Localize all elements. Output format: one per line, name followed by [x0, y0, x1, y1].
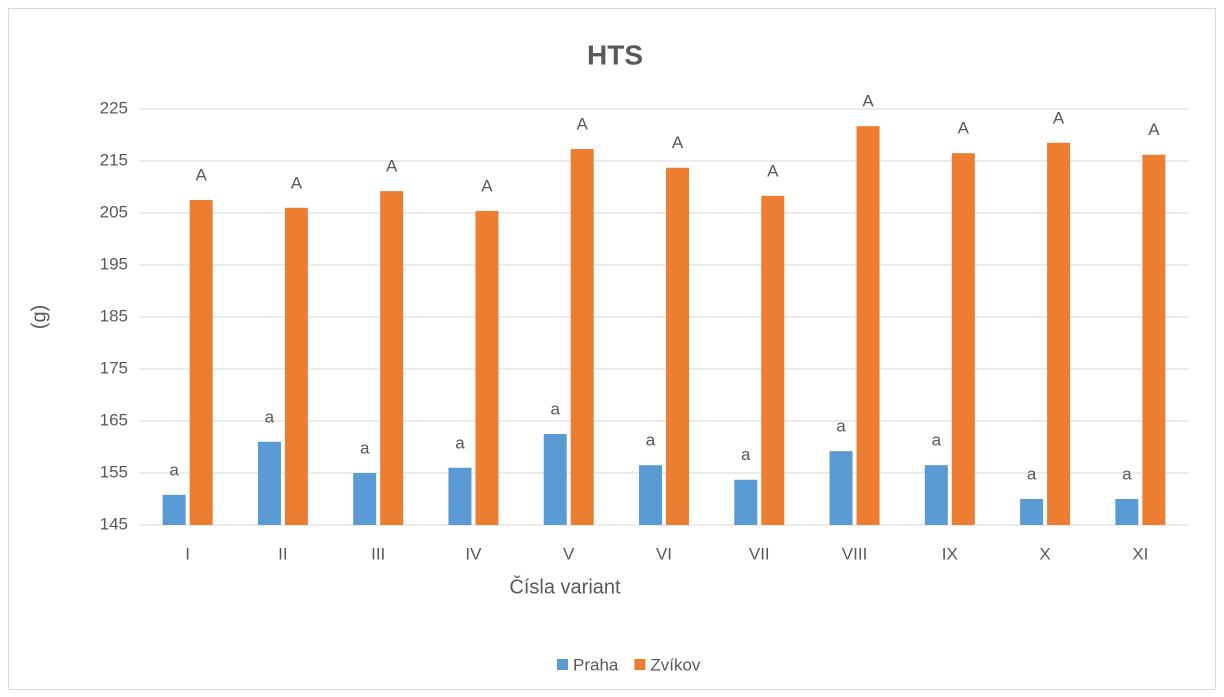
bar — [570, 149, 594, 526]
bar — [543, 434, 567, 525]
bar — [162, 494, 186, 525]
data-label: A — [386, 157, 398, 176]
x-tick-label: V — [563, 544, 575, 563]
bar — [353, 473, 377, 525]
x-tick-label: VIII — [842, 544, 868, 563]
data-label: A — [958, 119, 970, 138]
bar — [1020, 499, 1044, 525]
x-tick-label: I — [185, 544, 190, 563]
y-tick-label: 145 — [100, 514, 128, 533]
x-tick-label: III — [371, 544, 385, 563]
x-tick-label: VI — [656, 544, 672, 563]
data-label: a — [455, 433, 465, 452]
y-tick-label: 185 — [100, 306, 128, 325]
bar — [734, 479, 758, 525]
data-label: A — [1053, 108, 1065, 127]
bar — [856, 126, 880, 525]
x-tick-label: IV — [465, 544, 482, 563]
data-label: a — [932, 431, 942, 450]
bar — [951, 153, 975, 525]
data-label: A — [767, 161, 779, 180]
bar — [666, 167, 689, 525]
bar — [639, 465, 662, 525]
y-axis-label: (g) — [28, 305, 50, 329]
bar — [448, 467, 472, 525]
legend-swatch — [557, 659, 568, 670]
y-tick-label: 165 — [100, 410, 128, 429]
y-tick-label: 175 — [100, 358, 128, 377]
data-label: A — [862, 92, 874, 111]
bar — [924, 465, 948, 525]
data-label: A — [195, 165, 207, 184]
data-label: a — [1122, 464, 1132, 483]
data-label: a — [646, 431, 656, 450]
chart-title: HTS — [587, 39, 643, 70]
legend-label: Zvíkov — [650, 655, 701, 674]
bar — [1115, 499, 1139, 525]
data-label: a — [169, 460, 179, 479]
bar — [257, 441, 281, 525]
y-tick-label: 155 — [100, 462, 128, 481]
bar — [1142, 154, 1166, 525]
x-tick-label: VII — [749, 544, 770, 563]
bar — [380, 191, 404, 525]
bar — [475, 210, 499, 526]
x-axis-label: Čísla variant — [509, 575, 621, 598]
data-label: A — [1148, 120, 1160, 139]
bar — [1047, 142, 1071, 526]
data-label: a — [360, 438, 370, 457]
legend-label: Praha — [573, 655, 619, 674]
data-label: A — [291, 173, 303, 192]
data-label: A — [481, 176, 493, 195]
x-tick-label: XI — [1132, 544, 1148, 563]
x-tick-label: X — [1039, 544, 1050, 563]
data-label: a — [741, 445, 751, 464]
bar — [761, 195, 785, 525]
x-tick-label: II — [278, 544, 287, 563]
data-label: a — [1027, 464, 1037, 483]
data-label: A — [577, 115, 589, 134]
data-label: A — [672, 133, 684, 152]
y-tick-label: 225 — [100, 98, 128, 117]
x-tick-label: IX — [942, 544, 958, 563]
data-label: a — [836, 417, 846, 436]
y-tick-label: 195 — [100, 254, 128, 273]
bar — [829, 451, 853, 525]
y-tick-label: 215 — [100, 150, 128, 169]
bar — [189, 200, 213, 525]
data-label: a — [550, 399, 560, 418]
bar — [284, 207, 308, 526]
data-label: a — [265, 407, 275, 426]
legend-swatch — [634, 659, 646, 670]
y-tick-label: 205 — [100, 202, 128, 221]
